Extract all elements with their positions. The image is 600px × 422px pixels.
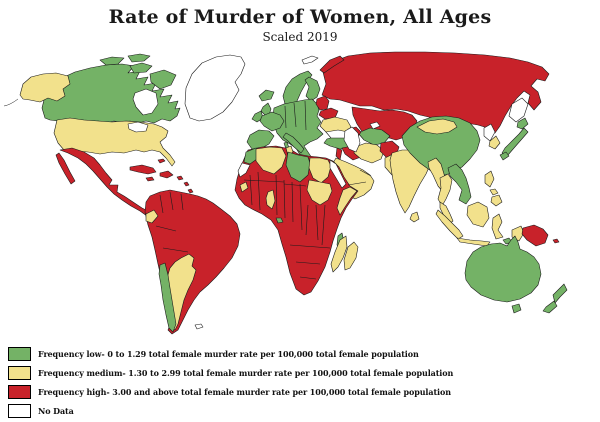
legend-row-no-data: No Data (8, 403, 453, 418)
region-indochina (447, 163, 472, 205)
region-equatorial-guinea (275, 217, 284, 224)
region-japan-hokkaido (516, 117, 529, 130)
region-mongolia (416, 118, 458, 135)
water-bodies (127, 88, 529, 189)
legend-label-low: Frequency low- 0 to 1.29 total female mu… (38, 348, 419, 359)
region-iberia (246, 129, 275, 150)
region-western-sahara (237, 162, 251, 178)
red-sea (329, 159, 347, 189)
region-falklands (194, 323, 204, 330)
region-chile (158, 262, 177, 333)
region-hispaniola (159, 170, 174, 179)
region-japan-honshu (501, 127, 529, 156)
region-jamaica (145, 176, 155, 182)
region-russia (321, 51, 550, 134)
legend-row-high: Frequency high- 3.00 and above total fem… (8, 384, 453, 399)
region-iceland (258, 89, 275, 102)
region-north-korea (483, 123, 496, 142)
region-italy (282, 132, 305, 154)
region-ghana (265, 189, 276, 210)
region-arctic-islands (99, 56, 125, 66)
caspian-sea (343, 126, 361, 153)
region-australia (464, 235, 542, 303)
region-south-korea (488, 135, 501, 150)
region-bahamas (157, 158, 166, 164)
region-thailand (437, 173, 453, 207)
region-algeria (255, 146, 287, 175)
region-usa (53, 117, 176, 167)
region-baffin-island (149, 69, 177, 90)
region-antilles (176, 175, 184, 181)
legend-label-medium: Frequency medium- 1.30 to 2.99 total fem… (38, 367, 454, 378)
region-papua-new-guinea (521, 224, 549, 247)
region-svalbard (301, 55, 319, 65)
middle-east-south-asia (323, 126, 431, 223)
region-borneo (466, 201, 490, 228)
region-cuba (129, 164, 157, 175)
region-greenland (184, 54, 246, 122)
region-somalia (336, 186, 358, 216)
oceania (464, 235, 568, 314)
great-lakes (127, 121, 149, 133)
region-novaya-zemlya (319, 55, 345, 74)
region-egypt (308, 157, 332, 184)
sea-of-okhotsk (508, 97, 529, 123)
region-ireland (251, 110, 264, 123)
region-solomons (552, 238, 560, 244)
region-philippines-visayas (489, 188, 499, 196)
legend-label-no-data: No Data (38, 405, 74, 416)
region-ecuador (145, 209, 159, 224)
region-china (401, 115, 481, 177)
north-america (3, 53, 246, 217)
map-legend: Frequency low- 0 to 1.29 total female mu… (8, 346, 453, 422)
region-mozambique (330, 235, 348, 273)
region-japan-kyushu (499, 151, 510, 161)
region-alaska (19, 72, 71, 103)
region-java (456, 237, 491, 247)
country-borders (155, 100, 372, 280)
region-arctic-islands (129, 62, 153, 74)
region-guinea (239, 181, 249, 193)
region-libya (285, 151, 311, 183)
region-finland (304, 76, 321, 102)
legend-row-low: Frequency low- 0 to 1.29 total female mu… (8, 346, 453, 361)
region-madagascar (343, 241, 359, 271)
region-sudan (306, 179, 333, 206)
title-block: Rate of Murder of Women, All Ages Scaled… (0, 6, 600, 44)
region-antilles (187, 188, 194, 194)
aleutian-islands (3, 98, 19, 107)
region-iran (353, 142, 385, 164)
legend-swatch-no-data (8, 403, 31, 418)
africa (234, 145, 359, 296)
legend-label-high: Frequency high- 3.00 and above total fem… (38, 386, 451, 397)
region-arctic-islands (127, 53, 151, 63)
legend-swatch-low (8, 346, 31, 361)
legend-swatch-medium (8, 365, 31, 380)
region-tasmania (511, 303, 522, 314)
south-america (144, 189, 241, 335)
region-new-zealand-south (542, 300, 558, 314)
region-sri-lanka (409, 211, 420, 223)
east-asia (401, 115, 560, 251)
region-philippines-luzon (484, 170, 495, 188)
region-sulawesi (491, 213, 504, 240)
aral-sea (369, 121, 381, 130)
region-philippines-mindanao (490, 194, 503, 207)
asia-north (301, 51, 550, 146)
region-central-asia (357, 127, 391, 146)
region-sumatra (435, 209, 464, 240)
hudson-bay (132, 88, 159, 116)
page-title: Rate of Murder of Women, All Ages (108, 6, 492, 28)
legend-swatch-high (8, 384, 31, 399)
region-france (259, 111, 285, 132)
region-baja-california (55, 152, 76, 185)
page-subtitle: Scaled 2019 (262, 30, 338, 44)
legend-row-medium: Frequency medium- 1.30 to 2.99 total fem… (8, 365, 453, 380)
region-new-zealand-north (552, 283, 568, 304)
region-antilles (183, 181, 190, 187)
